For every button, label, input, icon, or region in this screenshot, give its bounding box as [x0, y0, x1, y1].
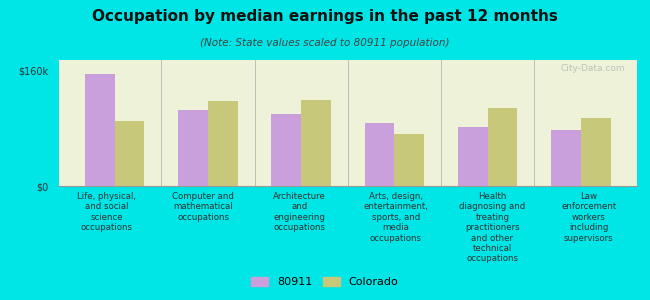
Text: (Note: State values scaled to 80911 population): (Note: State values scaled to 80911 popu… — [200, 38, 450, 47]
Bar — [395, 134, 424, 186]
Text: Law
enforcement
workers
including
supervisors: Law enforcement workers including superv… — [561, 192, 616, 243]
Bar — [551, 130, 581, 186]
Bar — [271, 114, 301, 186]
Bar — [208, 101, 238, 186]
Bar — [114, 121, 144, 186]
Text: Computer and
mathematical
occupations: Computer and mathematical occupations — [172, 192, 234, 222]
Text: City-Data.com: City-Data.com — [561, 64, 625, 73]
Bar — [84, 74, 114, 186]
Bar — [458, 127, 488, 186]
Bar — [581, 118, 611, 186]
Bar — [488, 108, 517, 186]
Bar — [365, 123, 395, 186]
Text: Occupation by median earnings in the past 12 months: Occupation by median earnings in the pas… — [92, 9, 558, 24]
Text: Health
diagnosing and
treating
practitioners
and other
technical
occupations: Health diagnosing and treating practitio… — [460, 192, 525, 263]
Text: Architecture
and
engineering
occupations: Architecture and engineering occupations — [273, 192, 326, 232]
Text: Life, physical,
and social
science
occupations: Life, physical, and social science occup… — [77, 192, 136, 232]
Bar — [301, 100, 331, 186]
Bar — [178, 110, 208, 186]
Text: Arts, design,
entertainment,
sports, and
media
occupations: Arts, design, entertainment, sports, and… — [363, 192, 428, 243]
Legend: 80911, Colorado: 80911, Colorado — [247, 272, 403, 291]
